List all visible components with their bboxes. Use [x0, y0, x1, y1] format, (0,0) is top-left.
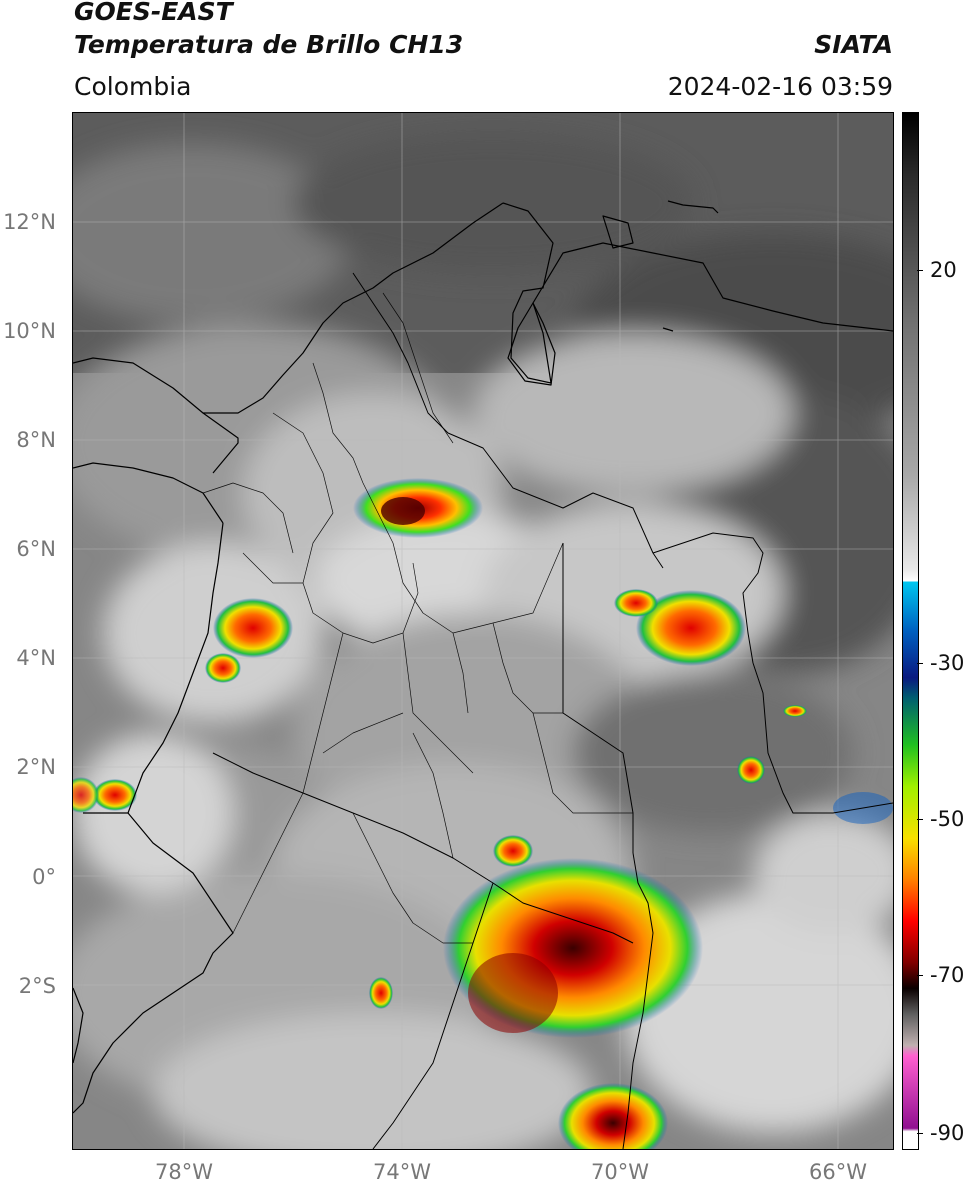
- temperature-colorbar: [902, 112, 919, 1150]
- lon-label-74w: 74°W: [373, 1160, 431, 1184]
- title-line-1: GOES-EAST: [74, 0, 233, 26]
- colorbar-tick-20: [917, 270, 923, 271]
- colorbar-tick-neg70: [917, 975, 923, 976]
- department-borders: [202, 292, 633, 944]
- colorbar-label-neg70: -70: [930, 963, 965, 987]
- lon-label-78w: 78°W: [155, 1160, 213, 1184]
- lat-label-12n: 12°N: [3, 210, 56, 234]
- colorbar-tick-neg90: [917, 1133, 923, 1134]
- lat-label-8n: 8°N: [16, 428, 56, 452]
- lat-label-10n: 10°N: [3, 319, 56, 343]
- coastlines: [73, 200, 893, 1114]
- lon-label-70w: 70°W: [591, 1160, 649, 1184]
- map-gridlines: [73, 113, 893, 1149]
- cloud-texture: [73, 133, 893, 1149]
- lat-label-2n: 2°N: [16, 755, 56, 779]
- colorbar-label-neg90: -90: [930, 1121, 965, 1145]
- colorbar-tick-neg30: [917, 663, 923, 664]
- colorbar-label-20: 20: [930, 258, 957, 282]
- agency-label: SIATA: [814, 30, 893, 59]
- lat-label-0: 0°: [32, 865, 56, 889]
- map-canvas: [73, 113, 893, 1149]
- convective-storms: [73, 478, 893, 1149]
- lat-label-2s: 2°S: [18, 974, 56, 998]
- lon-label-66w: 66°W: [809, 1160, 867, 1184]
- datetime-label: 2024-02-16 03:59: [667, 72, 893, 101]
- lat-label-6n: 6°N: [16, 537, 56, 561]
- satellite-map[interactable]: [72, 112, 894, 1150]
- region-label: Colombia: [74, 72, 192, 101]
- colorbar-label-neg30: -30: [930, 651, 965, 675]
- colorbar-label-neg50: -50: [930, 807, 965, 831]
- lat-label-4n: 4°N: [16, 646, 56, 670]
- colorbar-tick-neg50: [917, 819, 923, 820]
- title-line-2: Temperatura de Brillo CH13: [74, 30, 464, 59]
